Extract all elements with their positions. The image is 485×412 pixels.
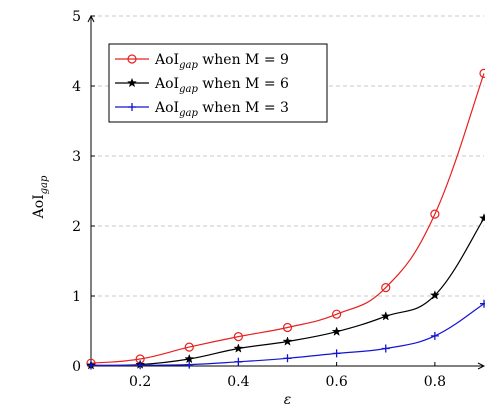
y-tick-label: 4	[72, 79, 81, 95]
data-point	[331, 326, 342, 336]
data-point	[478, 213, 485, 223]
data-point	[283, 354, 292, 363]
y-axis-label-sub: gap	[39, 175, 50, 194]
legend-label-rest: when M = 9	[198, 52, 289, 68]
data-point	[332, 309, 342, 319]
data-point	[332, 349, 341, 358]
x-axis-arrow	[477, 362, 485, 370]
x-tick-label: 0.6	[325, 374, 347, 390]
data-point	[282, 322, 293, 333]
legend-label-sub: gap	[179, 60, 198, 71]
legend-label-sub: gap	[179, 84, 198, 95]
x-tick-label: 0.2	[129, 374, 151, 390]
data-point	[480, 299, 485, 308]
data-point	[233, 343, 244, 353]
y-tick-label: 2	[72, 219, 81, 235]
legend-item: AoIgap when M = 9	[115, 52, 289, 71]
y-tick-label: 0	[72, 359, 81, 375]
series-layer	[85, 68, 485, 370]
data-point	[136, 361, 145, 370]
legend-label-rest: when M = 3	[198, 100, 289, 116]
axes	[87, 14, 485, 370]
data-point	[233, 332, 243, 342]
legend-marker	[127, 54, 137, 64]
data-point	[380, 311, 391, 321]
legend-label-sub: gap	[179, 108, 198, 119]
y-axis-label: AoIgap	[31, 175, 50, 219]
y-tick-label: 3	[72, 149, 81, 165]
y-tick-label: 5	[72, 9, 81, 25]
tick-labels: 0.2 0.4 0.6 0.8 0 1 2 3 4 5	[72, 9, 446, 390]
x-tick-label: 0.4	[227, 374, 249, 390]
series-1	[86, 68, 485, 368]
data-point	[234, 357, 243, 366]
series-3	[87, 299, 485, 370]
y-axis-label-base: AoI	[31, 194, 47, 219]
legend-item: AoIgap when M = 3	[115, 100, 289, 119]
data-point	[381, 344, 390, 353]
legend-marker	[126, 77, 138, 88]
x-axis-label: ε	[284, 392, 292, 408]
data-point	[429, 290, 440, 300]
legend-marker	[128, 103, 136, 111]
legend-label-base: AoI	[154, 100, 179, 116]
data-point	[381, 283, 391, 293]
data-point	[282, 336, 293, 346]
legend-label-rest: when M = 6	[198, 76, 289, 92]
data-point	[430, 209, 440, 219]
data-point	[185, 360, 194, 369]
legend-label: AoIgap when M = 9	[154, 52, 289, 71]
data-point	[430, 331, 439, 340]
series-2	[85, 213, 485, 370]
series-line	[90, 73, 485, 364]
legend-label-base: AoI	[154, 52, 179, 68]
legend-label: AoIgap when M = 3	[154, 100, 289, 119]
data-point	[479, 68, 485, 78]
legend-label-base: AoI	[154, 76, 179, 92]
legend-label: AoIgap when M = 6	[154, 76, 289, 95]
legend-item: AoIgap when M = 6	[115, 76, 289, 95]
data-point	[87, 361, 95, 370]
x-tick-label: 0.8	[424, 374, 446, 390]
data-point	[184, 342, 194, 352]
y-tick-label: 1	[72, 289, 81, 305]
